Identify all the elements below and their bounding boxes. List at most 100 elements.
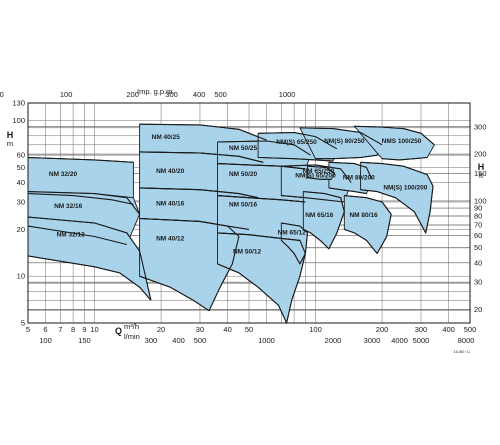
x-tick-label: 8 <box>71 325 75 334</box>
pump-curve-min <box>303 228 330 250</box>
y-tick-label: 10 <box>17 272 25 281</box>
x-axis-title: Q <box>115 326 122 336</box>
series-label: NM 50/16 <box>229 202 258 209</box>
lmin-tick-label: 1000 <box>258 336 275 345</box>
x-tick-label: 7 <box>58 325 62 334</box>
ft-tick-label: 100 <box>474 196 487 205</box>
pump-curve-max <box>303 191 345 250</box>
y-axis-title-left: H <box>7 130 14 140</box>
pump-curve-min <box>315 154 378 160</box>
series-label: NMS 100/250 <box>382 138 422 145</box>
series-label: NM 65/250 <box>302 168 334 175</box>
pump-curves <box>27 123 435 324</box>
series-label: NM 50/20 <box>229 171 258 178</box>
top-axis-title: Imp. g.p.m. <box>137 87 175 96</box>
ft-tick-label: 60 <box>474 231 482 240</box>
gpm-tick-label: 1000 <box>279 90 296 99</box>
series-label: NM 32/12 <box>57 232 86 239</box>
series-label: NM 40/20 <box>156 168 185 175</box>
pump-curve-max <box>360 161 434 234</box>
x-tick-label: 30 <box>196 325 204 334</box>
y-tick-label: 5 <box>21 319 25 328</box>
x-tick-label: 20 <box>157 325 165 334</box>
pump-curve-max <box>27 191 141 215</box>
lmin-tick-label: 3000 <box>364 336 381 345</box>
pump-curve-min <box>27 225 127 246</box>
gpm-tick-label: 50 <box>0 90 4 99</box>
pump-curve-min <box>328 187 367 195</box>
x-tick-label: 300 <box>415 325 428 334</box>
pump-curve-max <box>328 161 373 180</box>
pump-curve-min <box>382 156 428 161</box>
series-label: NM 50/12 <box>233 248 262 255</box>
series-label: NM(S) 80/250 <box>324 138 365 145</box>
pump-curve-max <box>27 216 152 301</box>
tick-labels: 5 6 7 8 9 10 20 30 40 50 100 200 300 400 500 5 10 20 30 40 5… <box>0 90 487 345</box>
ft-tick-label: 300 <box>474 122 487 131</box>
pump-curve-min <box>280 239 301 265</box>
plot-frame <box>27 102 471 324</box>
series-label: NM 65/12 <box>278 230 307 237</box>
series-label: NM(S) 65/200 <box>295 173 336 180</box>
pump-curve-max <box>139 217 240 311</box>
pump-curve-min <box>27 255 152 301</box>
series-labels: NM 32/20 NM 32/16 NM 32/12 NM 40/25 NM 40/20… <box>49 134 428 255</box>
pump-curve-max <box>217 195 306 203</box>
y-tick-label: 30 <box>17 198 25 207</box>
ft-tick-label: 40 <box>474 258 482 267</box>
y-tick-label: 40 <box>17 178 25 187</box>
pump-curve-min <box>281 195 345 203</box>
x-tick-label: 200 <box>376 325 389 334</box>
series-label: NM 32/16 <box>54 203 83 210</box>
pump-curve-max <box>217 163 306 170</box>
pump-curve-max <box>307 165 335 174</box>
ft-tick-label: 150 <box>474 169 487 178</box>
pump-curve-max <box>217 140 311 156</box>
pump-curve-min <box>27 193 134 205</box>
y-tick-label: 60 <box>17 151 25 160</box>
series-label: NM 40/12 <box>156 235 185 242</box>
pump-curve-max <box>139 187 259 199</box>
lmin-tick-label: 5000 <box>413 336 430 345</box>
x-tick-label: 100 <box>309 325 322 334</box>
series-label: NM(S) 100/200 <box>383 185 427 192</box>
x-tick-label: 500 <box>464 325 477 334</box>
gpm-tick-label: 300 <box>165 90 178 99</box>
x-unit-m3h: m³/h <box>124 322 139 331</box>
x-tick-label: 40 <box>223 325 231 334</box>
lmin-tick-label: 500 <box>194 336 207 345</box>
lmin-tick-label: 8000 <box>458 336 475 345</box>
pump-curve-max <box>281 164 352 183</box>
ft-tick-label: 30 <box>474 278 482 287</box>
gpm-tick-label: 500 <box>214 90 227 99</box>
pump-curve-min <box>360 189 427 234</box>
ft-tick-label: 200 <box>474 150 487 159</box>
pump-curve-min <box>139 275 210 312</box>
y-axis-title-right: H <box>478 162 485 172</box>
series-label: NM 80/200 <box>343 174 375 181</box>
ft-tick-label: 50 <box>474 243 482 252</box>
series-label: NM 40/16 <box>156 200 185 207</box>
x-tick-label: 9 <box>82 325 86 334</box>
pump-curve-max <box>217 232 306 324</box>
pump-envelopes <box>27 123 435 325</box>
pump-curve-min <box>307 177 332 180</box>
y-unit-right: ft <box>479 171 484 180</box>
series-label: NM 65/16 <box>305 212 334 219</box>
x-tick-label: 5 <box>26 325 30 334</box>
y-tick-label: 50 <box>17 163 25 172</box>
y-unit-left: m <box>7 139 13 148</box>
y-tick-label: 130 <box>12 99 25 108</box>
pump-curve-max <box>344 195 392 254</box>
ft-tick-label: 20 <box>474 305 482 314</box>
pump-curve-max <box>354 125 435 146</box>
series-label: NM 40/25 <box>152 134 181 141</box>
ft-tick-label: 90 <box>474 204 482 213</box>
x-tick-label: 6 <box>43 325 47 334</box>
x-unit-lmin: l/min <box>124 332 140 341</box>
pump-curve-max <box>299 127 383 146</box>
pump-curve-max <box>139 123 267 141</box>
pump-curve-min <box>344 228 378 254</box>
lmin-tick-label: 2000 <box>325 336 342 345</box>
lmin-tick-label: 150 <box>78 336 91 345</box>
